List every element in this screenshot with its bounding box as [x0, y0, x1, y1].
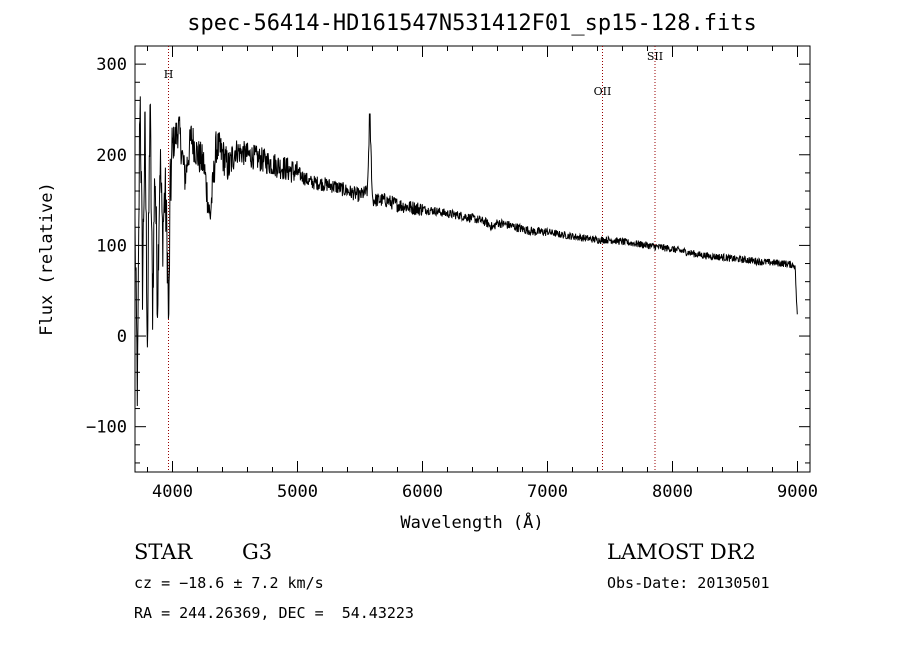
spectrum-line: [134, 96, 798, 407]
x-tick-label: 6000: [402, 482, 443, 502]
plot-frame: [134, 45, 811, 473]
object-subclass: G3: [242, 540, 273, 564]
spectral-line-label: OII: [594, 85, 612, 98]
x-axis-label: Wavelength (Å): [400, 511, 543, 533]
coordinates-text: RA = 244.26369, DEC = 54.43223: [134, 604, 414, 622]
x-tick-label: 5000: [277, 482, 318, 502]
spectral-line-label: SII: [647, 50, 663, 63]
y-tick-label: 0: [117, 327, 127, 347]
spectral-line-label: H: [164, 68, 174, 81]
x-tick-label: 4000: [152, 482, 193, 502]
y-tick-label: −100: [86, 418, 127, 438]
object-class: STAR: [134, 540, 193, 564]
x-tick-label: 9000: [777, 482, 818, 502]
y-tick-label: 100: [96, 236, 127, 256]
survey-name: LAMOST DR2: [607, 540, 756, 564]
y-axis-label: Flux (relative): [37, 182, 57, 336]
chart-title: spec-56414-HD161547N531412F01_sp15-128.f…: [187, 11, 757, 36]
redshift-text: cz = −18.6 ± 7.2 km/s: [134, 574, 324, 592]
y-tick-label: 300: [96, 55, 127, 75]
observation-date: Obs-Date: 20130501: [607, 574, 770, 592]
axis-ticks: 4000 5000 6000 7000 8000 9000 −100 0 100 200 300: [86, 45, 818, 502]
y-tick-label: 200: [96, 146, 127, 166]
x-tick-label: 8000: [652, 482, 693, 502]
x-tick-label: 7000: [527, 482, 568, 502]
spectral-line-markers: H OII SII: [164, 46, 663, 472]
